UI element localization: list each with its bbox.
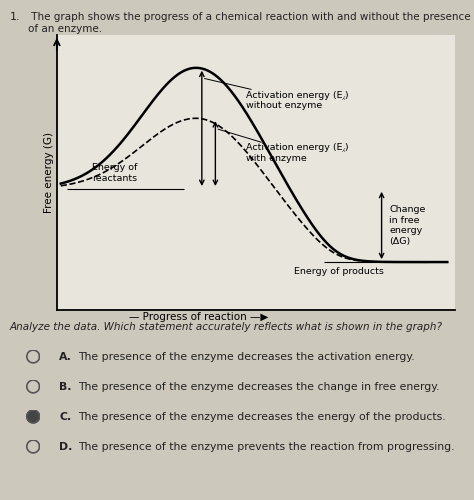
Text: B.: B.: [59, 382, 72, 392]
Text: Energy of products: Energy of products: [294, 267, 384, 276]
Text: Analyze the data. Which statement accurately reflects what is shown in the graph: Analyze the data. Which statement accura…: [9, 322, 443, 332]
Text: The presence of the enzyme decreases the energy of the products.: The presence of the enzyme decreases the…: [78, 412, 446, 422]
Text: — Progress of reaction —▶: — Progress of reaction —▶: [129, 312, 269, 322]
Text: The presence of the enzyme decreases the change in free energy.: The presence of the enzyme decreases the…: [78, 382, 440, 392]
Text: The presence of the enzyme prevents the reaction from progressing.: The presence of the enzyme prevents the …: [78, 442, 455, 452]
Text: C.: C.: [59, 412, 72, 422]
Text: D.: D.: [59, 442, 73, 452]
Text: Activation energy (E⁁)
with enzyme: Activation energy (E⁁) with enzyme: [218, 129, 349, 163]
Text: The graph shows the progress of a chemical reaction with and without the presenc: The graph shows the progress of a chemic…: [28, 12, 471, 34]
Text: A.: A.: [59, 352, 72, 362]
Y-axis label: Free energy (G): Free energy (G): [44, 132, 54, 213]
Text: Activation energy (E⁁)
without enzyme: Activation energy (E⁁) without enzyme: [205, 78, 349, 110]
Text: Energy of
reactants: Energy of reactants: [91, 163, 137, 182]
Text: 1.: 1.: [9, 12, 20, 22]
Text: Change
in free
energy
(ΔG): Change in free energy (ΔG): [389, 206, 426, 246]
Text: The presence of the enzyme decreases the activation energy.: The presence of the enzyme decreases the…: [78, 352, 415, 362]
Polygon shape: [27, 410, 39, 423]
